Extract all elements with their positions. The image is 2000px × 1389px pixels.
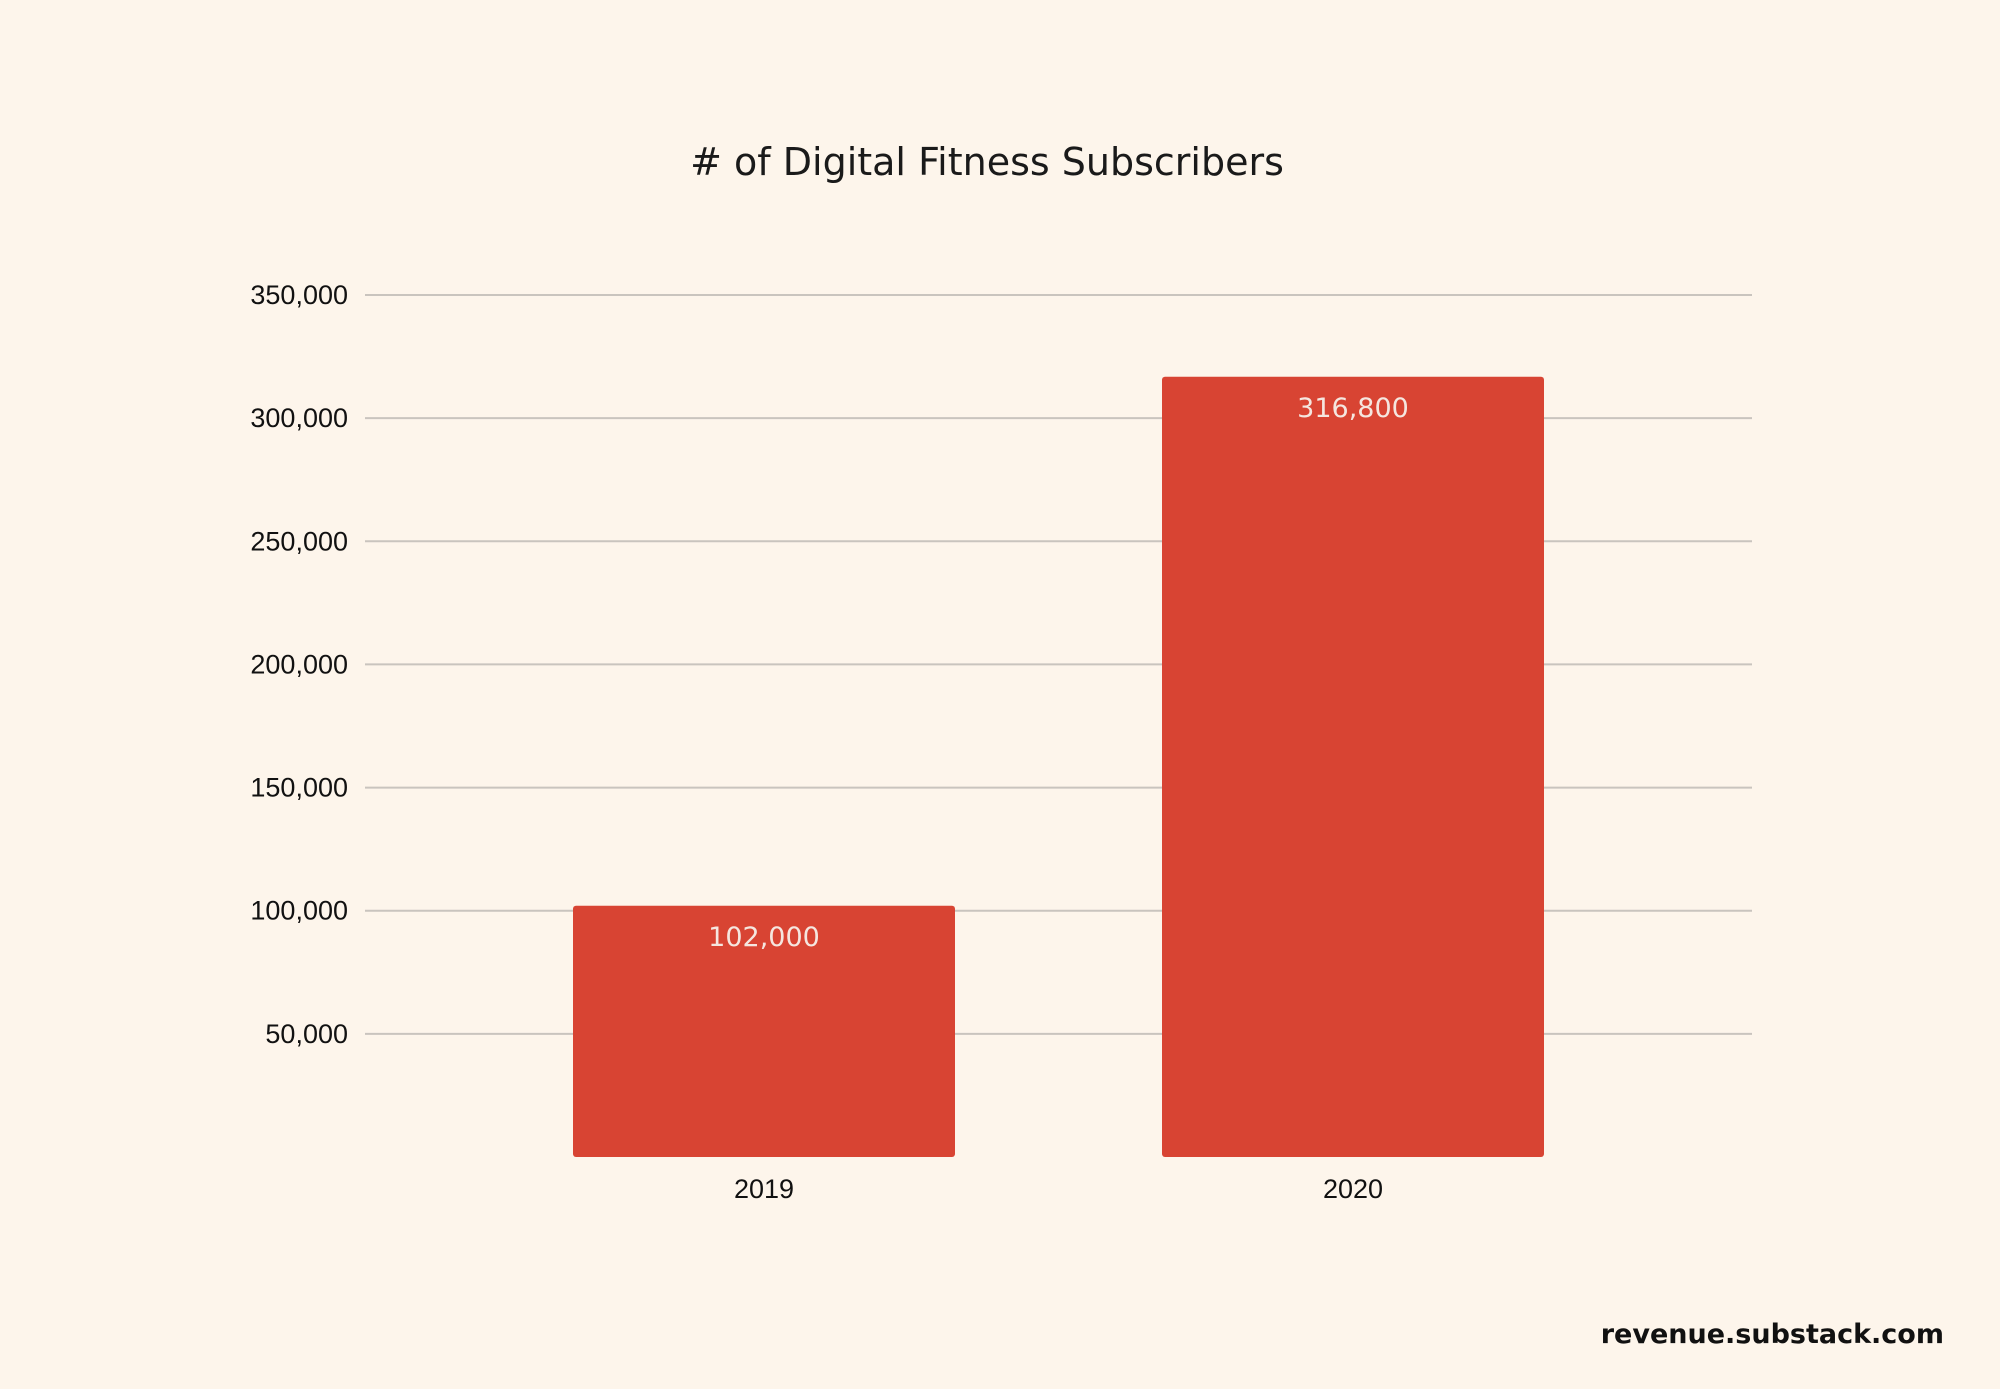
- x-tick-label: 2020: [1323, 1174, 1383, 1204]
- chart-title: # of Digital Fitness Subscribers: [690, 140, 1284, 184]
- y-tick-label: 50,000: [265, 1019, 348, 1049]
- y-tick-label: 250,000: [250, 526, 348, 556]
- data-labels: 102,000 316,800: [708, 393, 1409, 953]
- data-label: 102,000: [708, 922, 820, 953]
- bars: [573, 376, 1544, 1157]
- data-label: 316,800: [1297, 393, 1409, 424]
- y-tick-label: 150,000: [250, 773, 348, 803]
- y-tick-label: 100,000: [250, 896, 348, 926]
- y-tick-label: 350,000: [250, 280, 348, 310]
- bar-2019: [573, 905, 955, 1157]
- source-credit: revenue.substack.com: [1601, 1319, 1944, 1350]
- y-tick-label: 200,000: [250, 649, 348, 679]
- y-tick-label: 300,000: [250, 403, 348, 433]
- bar-2020: [1162, 376, 1544, 1157]
- x-axis-ticks: 2019 2020: [734, 1174, 1383, 1204]
- x-tick-label: 2019: [734, 1174, 794, 1204]
- y-axis-ticks: 50,000 100,000 150,000 200,000 250,000 300,00…: [250, 280, 348, 1049]
